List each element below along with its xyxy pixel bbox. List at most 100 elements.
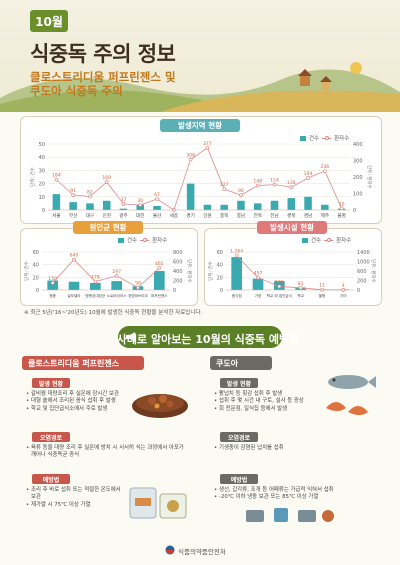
line-point	[239, 193, 243, 198]
data-label: 1,264	[230, 249, 243, 255]
facility-chart-legend: 건수 환자수	[302, 236, 351, 244]
agency-logo-icon	[165, 545, 175, 555]
x-tick-label: 병원성대장균	[85, 293, 106, 298]
line-point	[306, 176, 310, 180]
prevention-title: 사례로 알아보는 10월의 식중독 예방법	[116, 333, 300, 346]
y-right-tick-label: 1400	[357, 250, 370, 256]
legend-patients: 환자수	[334, 136, 350, 142]
right-route-label: 오염경로	[220, 432, 258, 442]
line-point	[72, 257, 76, 262]
header: 10월 식중독 주의 정보 클로스트리디움 퍼프린젠스 및 쿠도아 식중독 주의	[0, 0, 400, 112]
legend-patients: 환자수	[336, 238, 352, 244]
list-item: -20℃ 이하 냉동 보관 또는 85℃ 이상 가열	[214, 494, 378, 502]
line-point	[136, 285, 140, 290]
x-tick-label: 세종	[170, 212, 178, 219]
data-label: 138	[287, 180, 296, 186]
data-label: 169	[102, 175, 111, 181]
list-item: 조리 후 바로 섭취 또는 적절한 온도에서 보관	[26, 487, 122, 502]
left-prevent-label: 예방법	[32, 474, 70, 484]
line-point	[272, 182, 277, 187]
y-right-tick-label: 200	[173, 279, 183, 285]
right-prevent-label: 예방법	[220, 474, 258, 484]
line-point	[188, 157, 193, 162]
x-tick-label: 음식점	[232, 293, 242, 298]
x-tick-label: 인천	[102, 212, 110, 219]
x-tick-label: 전남	[270, 212, 279, 219]
prevention-right-column: 쿠도아 발생 현황 활넙치 등 횟감 섭취 후 발생 섭취 후 몇 시간 내 구…	[210, 356, 378, 529]
y-right-tick-label: 400	[353, 142, 363, 148]
x-tick-label: 원충	[49, 293, 56, 298]
x-tick-label: 살모넬라	[67, 293, 81, 298]
cause-chart-frame	[20, 228, 198, 306]
bar	[111, 281, 122, 290]
line-point	[88, 194, 92, 199]
list-item: 재가열 시 75℃ 이상 가열	[26, 502, 122, 510]
list-item: 회 전문점, 일식집 등에서 발생	[214, 406, 314, 414]
megaphone-icon	[126, 332, 135, 342]
data-label: 67	[154, 192, 160, 198]
x-tick-label: 전북	[253, 212, 261, 219]
data-label: 150	[48, 276, 57, 282]
y-right-tick-label: 100	[353, 192, 363, 198]
bar	[203, 204, 212, 210]
x-tick-label: 충남	[237, 212, 246, 219]
bar	[154, 271, 165, 290]
line-point	[289, 185, 294, 190]
hills-illustration	[0, 62, 400, 112]
right-column-heading: 쿠도아	[210, 356, 272, 370]
y-right-tick-label: 400	[173, 269, 183, 275]
left-route-list: 육류 등을 대량 조리 후 실온에 방치 시 서서히 식는 과정에서 아포가 깨…	[26, 445, 186, 460]
cooking-icons	[246, 508, 334, 522]
y-right-tick-label: 200	[357, 279, 367, 285]
line-point	[322, 169, 327, 173]
list-item: 대형 솥에서 조리된 음식 섭취 후 발생	[26, 398, 126, 406]
bar	[102, 200, 111, 210]
legend-patients: 환자수	[152, 238, 168, 244]
bar	[270, 200, 279, 210]
bar	[186, 183, 195, 210]
line-point	[138, 203, 143, 207]
y-left-unit: 단위: 건수	[29, 167, 36, 187]
left-route-label: 오염경로	[32, 432, 70, 442]
bar	[52, 194, 61, 210]
data-label: 306	[186, 153, 195, 159]
line-point	[298, 285, 303, 290]
y-right-tick-label: 300	[353, 159, 363, 165]
x-tick-label: 퍼프린젠스	[151, 293, 168, 298]
y-left-tick-label: 30	[39, 168, 45, 174]
data-label: 465	[155, 261, 164, 267]
y-right-unit: 단위: 환자수	[366, 165, 373, 189]
region-chart-title: 발생지역 현황	[160, 119, 240, 132]
y-right-tick-label: 600	[357, 269, 367, 275]
facility-chart-title: 발생시설 현황	[257, 221, 327, 234]
subtitle-line-2: 쿠도아 식중독 주의	[30, 84, 123, 98]
y-right-tick-label: 800	[173, 250, 183, 256]
y-left-tick-label: 20	[33, 275, 39, 281]
y-left-tick-label: 50	[39, 142, 45, 148]
y-left-unit: 단위: 건수	[207, 261, 214, 281]
region-chart-legend: 건수 환자수	[300, 134, 349, 142]
data-label: 297	[112, 269, 121, 275]
y-left-tick-label: 40	[39, 155, 45, 161]
data-label: 10	[339, 201, 345, 207]
x-tick-label: 불명	[319, 293, 326, 298]
line-point	[157, 266, 162, 270]
left-prevent-list: 조리 후 바로 섭취 또는 적절한 온도에서 보관 재가열 시 75℃ 이상 가…	[26, 487, 122, 510]
patients-line	[52, 259, 160, 289]
bar	[253, 203, 262, 210]
x-tick-label: 불명	[337, 212, 345, 219]
right-case-label: 발생 현황	[220, 378, 258, 388]
data-label: 377	[203, 141, 212, 147]
bar	[252, 278, 264, 290]
bar	[237, 200, 245, 210]
data-label: 178	[91, 275, 100, 281]
data-label: 37	[121, 197, 127, 203]
line-point	[54, 177, 59, 182]
list-item: 활넙치 등 횟감 섭취 후 발생	[214, 391, 314, 399]
y-left-tick-label: 20	[39, 182, 45, 188]
y-left-tick-label: 20	[217, 275, 223, 281]
bar	[287, 198, 296, 210]
y-left-unit: 단위: 건수	[23, 261, 30, 281]
data-label: 184	[52, 173, 61, 179]
x-tick-label: 가정	[255, 293, 262, 298]
